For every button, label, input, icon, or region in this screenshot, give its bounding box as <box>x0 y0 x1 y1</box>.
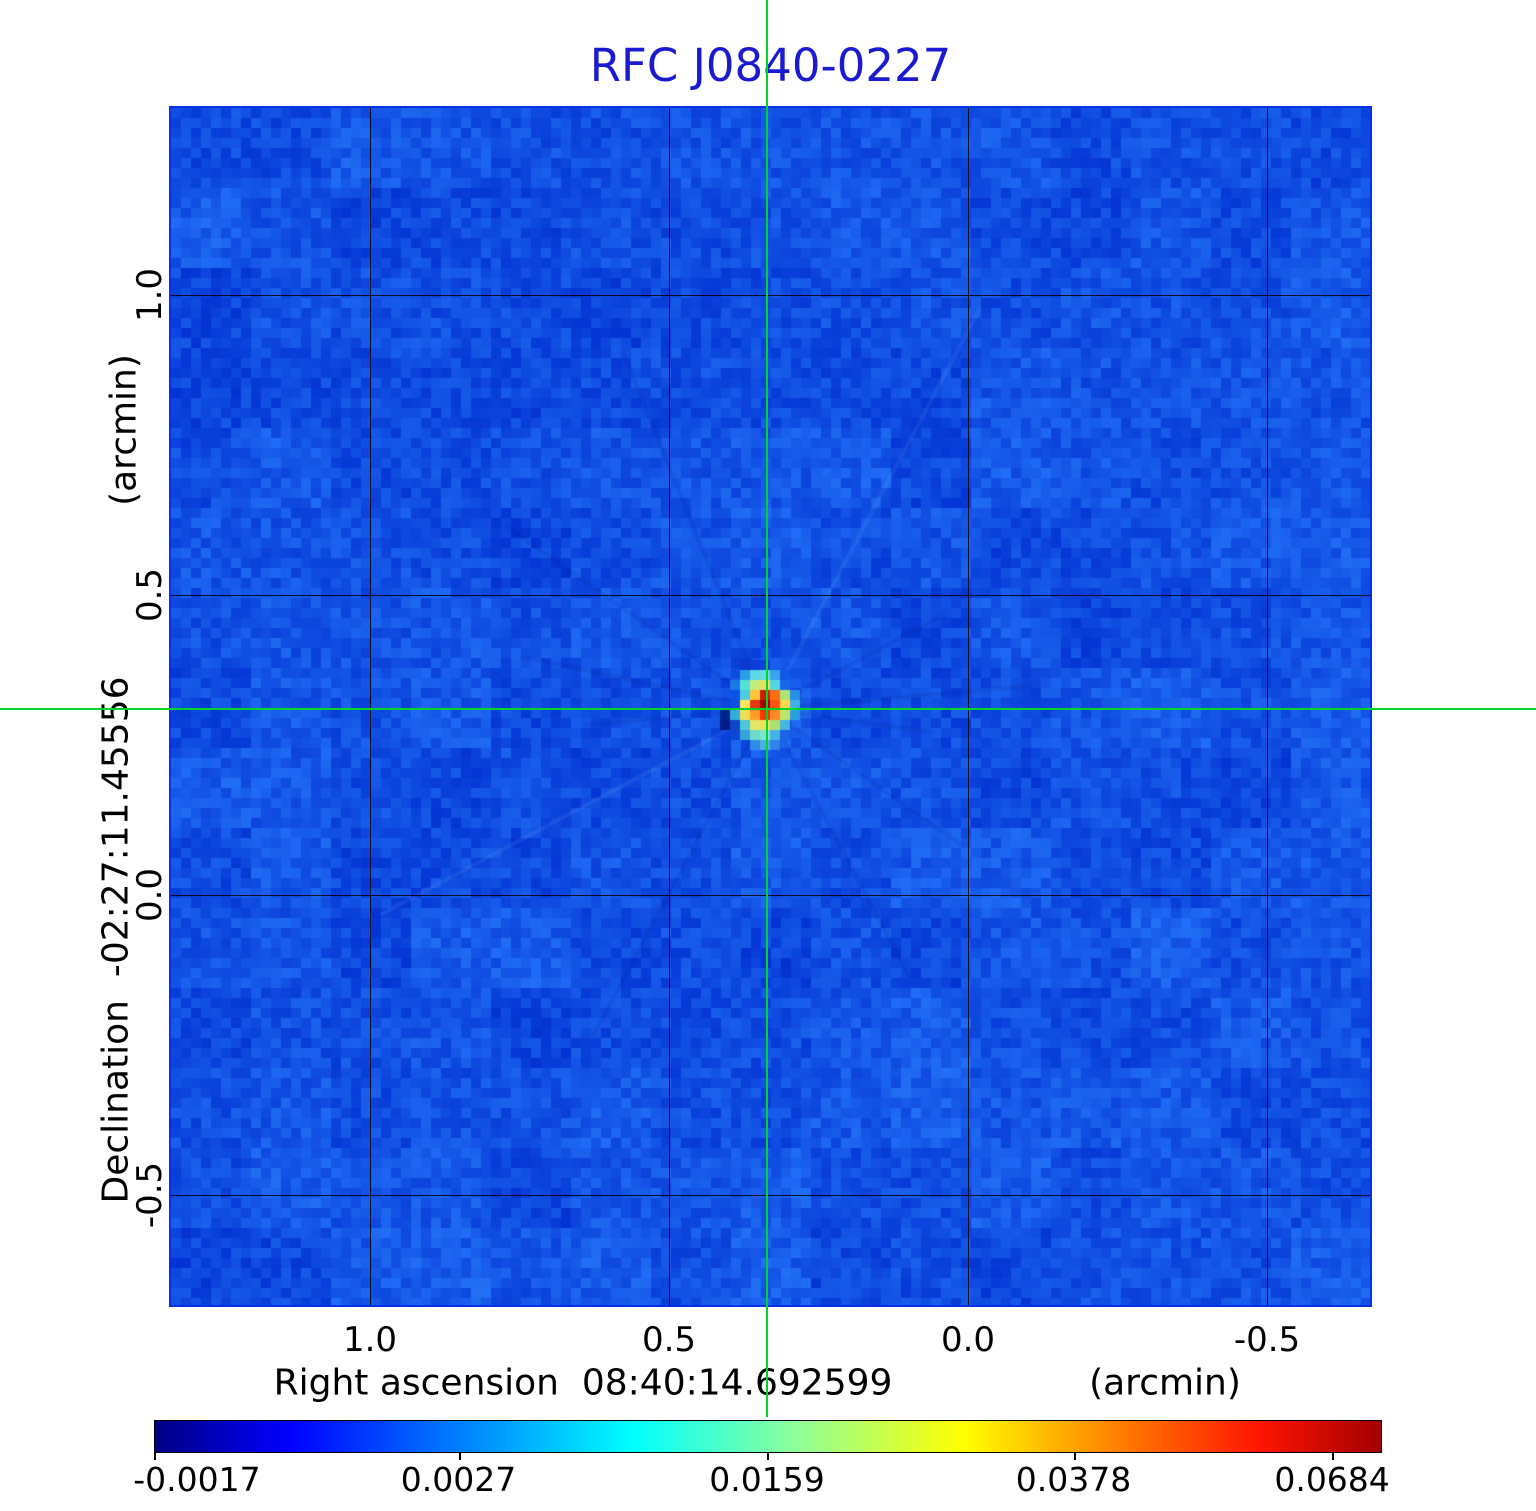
x-tick-label: 0.5 <box>641 1320 697 1360</box>
colorbar-tick <box>154 1452 156 1460</box>
x-tick-label: -0.5 <box>1233 1320 1301 1360</box>
y-tick-label: 1.0 <box>130 267 170 323</box>
colorbar-tick-label: 0.0159 <box>709 1460 825 1499</box>
y-axis-label: Declination -02:27:11.45556 <box>95 676 137 1204</box>
colorbar-tick-label: 0.0027 <box>400 1460 517 1499</box>
gridline-horizontal <box>171 295 1370 296</box>
gridline-horizontal <box>171 1195 1370 1196</box>
gridline-vertical <box>370 108 371 1305</box>
x-tick-label: 1.0 <box>342 1320 398 1360</box>
sky-image <box>171 108 1370 1305</box>
colorbar-tick-label: -0.0017 <box>133 1460 261 1499</box>
colorbar-tick <box>458 1452 461 1460</box>
y-tick-label: 0.5 <box>130 567 170 623</box>
plot-title: RFC J0840-0227 <box>589 39 952 92</box>
colorbar-tick <box>1332 1452 1335 1460</box>
crosshair-horizontal-line <box>0 708 1536 710</box>
colorbar-gradient <box>154 1420 1382 1453</box>
gridline-horizontal <box>171 895 1370 896</box>
sky-map-plot <box>169 106 1372 1307</box>
colorbar-tick <box>767 1452 769 1460</box>
gridline-vertical <box>669 108 670 1305</box>
x-axis-unit-label: (arcmin) <box>1089 1362 1241 1404</box>
y-axis-unit-label: (arcmin) <box>103 354 145 506</box>
colorbar-tick-label: 0.0378 <box>1015 1460 1132 1499</box>
gridline-vertical <box>1267 108 1268 1305</box>
gridline-horizontal <box>171 595 1370 596</box>
x-tick-label: 0.0 <box>940 1320 996 1360</box>
gridline-vertical <box>968 108 969 1305</box>
colorbar-tick-label: 0.0684 <box>1274 1460 1390 1499</box>
x-axis-label: Right ascension 08:40:14.692599 <box>273 1362 893 1404</box>
colorbar-tick <box>1073 1452 1076 1460</box>
